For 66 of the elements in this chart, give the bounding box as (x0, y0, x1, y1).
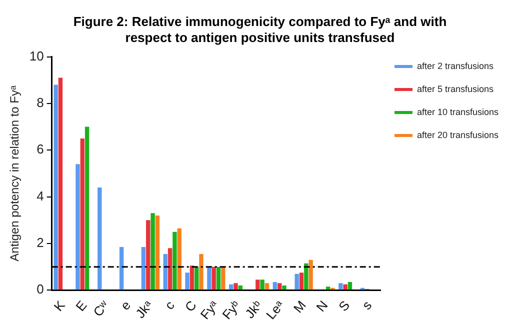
bar (216, 266, 221, 290)
bar (260, 280, 264, 290)
bar (308, 260, 313, 290)
bar (172, 232, 177, 290)
y-axis-title: Antigen potency in relation to Fyᵃ (8, 84, 22, 262)
legend-label: after 5 transfusions (417, 84, 494, 94)
bar (282, 285, 286, 290)
bar (84, 126, 90, 290)
bar (238, 285, 243, 290)
bar (54, 84, 58, 290)
x-tick-label: Jkᵇ (242, 298, 266, 322)
bar (212, 266, 216, 290)
bar (80, 138, 84, 290)
bar (338, 283, 343, 290)
bar (150, 213, 155, 290)
bar (76, 164, 80, 290)
bar (163, 254, 168, 290)
bar (272, 282, 278, 290)
bar (277, 283, 282, 290)
x-tick-label: Leᵃ (263, 298, 288, 322)
bar (234, 283, 238, 290)
x-tick-label: N (313, 298, 331, 315)
bar (146, 220, 150, 290)
x-tick-label: Cʷ (90, 297, 112, 320)
bar (207, 266, 212, 290)
bar (194, 266, 199, 290)
y-tick-label: 4 (36, 188, 44, 204)
chart-title: Figure 2: Relative immunogenicity compared to Fyᵃ and with respect to antigen positive units transfused (72, 13, 448, 46)
x-tick-label: Jkᵃ (132, 298, 156, 322)
bar (348, 282, 352, 290)
y-tick-label: 8 (36, 95, 44, 110)
y-tick-label: 10 (29, 48, 44, 64)
bar (98, 187, 102, 290)
bar (326, 286, 330, 290)
y-tick-label: 0 (36, 282, 44, 297)
bar (256, 280, 260, 290)
bar (264, 283, 270, 290)
y-tick-label: 2 (36, 235, 44, 250)
bar (343, 284, 348, 290)
x-tick-label: s (358, 297, 375, 312)
bar (168, 248, 172, 290)
bar (294, 274, 299, 290)
bar (58, 78, 63, 290)
bar (141, 246, 146, 290)
bar (155, 215, 160, 290)
x-tick-label: c (162, 297, 178, 312)
x-tick-label: Fyᵃ (197, 298, 222, 322)
bar (177, 228, 182, 290)
x-tick-label: S (336, 298, 353, 314)
x-tick-label: Fyᵇ (219, 298, 244, 322)
x-tick-label: C (182, 298, 200, 315)
bar (199, 254, 204, 290)
x-tick-label: e (117, 298, 134, 313)
bar (221, 266, 226, 290)
x-tick-label: M (290, 298, 309, 316)
bar (190, 266, 194, 290)
legend-label: after 10 transfusions (417, 106, 500, 117)
bar (229, 284, 234, 290)
bar (119, 246, 124, 290)
y-tick-label: 6 (36, 142, 44, 157)
legend-label: after 20 transfusions (417, 130, 500, 140)
x-tick-label: E (72, 298, 90, 314)
x-tick-label: K (50, 298, 68, 314)
bar (299, 272, 304, 290)
bar (185, 272, 190, 290)
legend-label: after 2 transfusions (417, 60, 494, 71)
